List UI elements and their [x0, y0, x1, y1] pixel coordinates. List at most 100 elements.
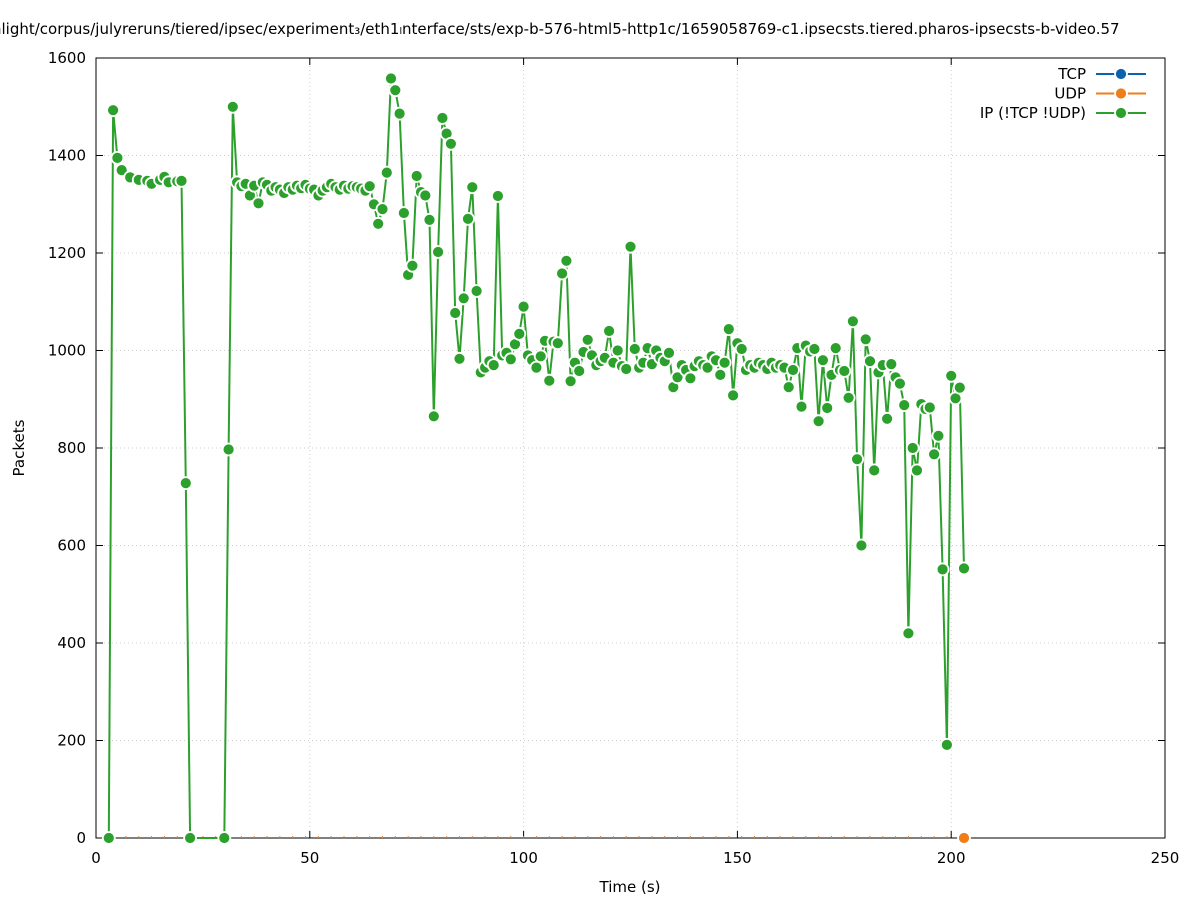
- data-point: [486, 358, 501, 373]
- y-tick-label: 0: [76, 829, 86, 847]
- data-point: [456, 291, 471, 306]
- y-tick-label: 1200: [48, 244, 86, 262]
- data-point: [221, 442, 236, 457]
- data-point: [392, 106, 407, 121]
- y-tick-label: 1000: [48, 342, 86, 360]
- data-point: [717, 355, 732, 370]
- x-tick-label: 250: [1151, 849, 1180, 867]
- data-point: [490, 189, 505, 203]
- data-point: [550, 336, 565, 351]
- legend-swatch-marker: [1114, 67, 1128, 81]
- legend-swatch-marker: [1114, 86, 1128, 101]
- data-point: [846, 314, 860, 329]
- data-point: [362, 179, 377, 194]
- axis-ticks: 0 50 100 150 200 250 0 200 400 600 800 1000 1200 1400…: [48, 49, 1180, 867]
- data-point: [409, 169, 424, 183]
- data-point: [542, 373, 557, 388]
- legend-label: TCP: [1057, 65, 1086, 83]
- data-point: [465, 180, 480, 195]
- data-point: [251, 196, 266, 211]
- data-point: [794, 399, 809, 414]
- data-point: [375, 202, 390, 217]
- data-point: [786, 363, 800, 377]
- data-point: [371, 216, 386, 231]
- data-point: [174, 173, 189, 188]
- data-point: [944, 368, 959, 383]
- data-point: [435, 111, 450, 125]
- data-point: [957, 561, 971, 576]
- data-point: [422, 212, 437, 227]
- series-line-ip: [107, 77, 965, 839]
- data-point: [820, 401, 835, 415]
- x-tick-label: 150: [723, 849, 752, 867]
- data-point: [884, 357, 899, 372]
- data-point: [816, 353, 830, 368]
- legend-swatch-marker: [1114, 106, 1128, 120]
- data-point: [452, 351, 467, 366]
- data-point: [110, 150, 125, 165]
- data-point: [623, 239, 638, 254]
- data-point: [828, 341, 843, 356]
- data-point: [670, 370, 685, 385]
- data-point: [529, 360, 544, 375]
- data-point: [225, 99, 240, 114]
- data-point: [396, 206, 411, 220]
- data-point: [512, 326, 527, 341]
- data-point: [952, 380, 967, 395]
- data-point: [469, 284, 484, 298]
- data-point: [858, 332, 873, 347]
- data-point: [927, 447, 941, 462]
- data-point: [503, 352, 518, 367]
- data-point: [683, 371, 698, 386]
- data-point: [563, 374, 578, 389]
- data-point: [388, 83, 403, 98]
- data-point: [850, 452, 864, 467]
- data-point: [114, 163, 129, 178]
- data-point: [734, 342, 749, 356]
- data-point: [101, 831, 116, 845]
- series-layer: [101, 71, 971, 845]
- data-point: [726, 388, 740, 403]
- data-point: [940, 738, 954, 752]
- data-point: [580, 332, 595, 347]
- data-point: [106, 103, 120, 118]
- data-point: [905, 441, 920, 455]
- chart-title: nlight/corpus/julyreruns/tiered/ipsec/ex…: [0, 20, 1120, 38]
- data-point: [662, 345, 676, 360]
- data-point: [178, 476, 193, 491]
- data-point: [880, 411, 894, 426]
- data-point: [627, 342, 642, 356]
- data-point: [807, 342, 822, 356]
- data-point: [837, 364, 852, 378]
- data-point: [183, 831, 198, 845]
- y-tick-label: 600: [57, 537, 86, 555]
- data-point: [448, 306, 463, 320]
- data-point: [863, 354, 877, 369]
- data-point: [935, 562, 950, 577]
- y-tick-label: 200: [57, 732, 86, 750]
- data-point: [854, 538, 869, 553]
- y-tick-label: 800: [57, 439, 86, 457]
- data-point: [426, 409, 441, 424]
- x-axis-label: Time (s): [599, 878, 661, 896]
- data-point: [379, 165, 394, 180]
- data-point: [721, 322, 736, 337]
- y-tick-label: 400: [57, 634, 86, 652]
- data-point: [461, 211, 475, 226]
- data-point: [713, 367, 728, 382]
- data-point: [516, 299, 531, 314]
- y-tick-label: 1400: [48, 147, 86, 165]
- data-point: [443, 136, 458, 151]
- x-tick-label: 200: [937, 849, 966, 867]
- data-point: [841, 390, 856, 405]
- data-point: [602, 324, 616, 338]
- legend-label: UDP: [1054, 85, 1086, 103]
- data-point: [910, 463, 924, 478]
- data-point: [781, 380, 796, 395]
- data-point: [957, 831, 971, 845]
- data-point: [384, 71, 398, 86]
- data-point: [931, 428, 946, 443]
- data-point: [405, 258, 420, 273]
